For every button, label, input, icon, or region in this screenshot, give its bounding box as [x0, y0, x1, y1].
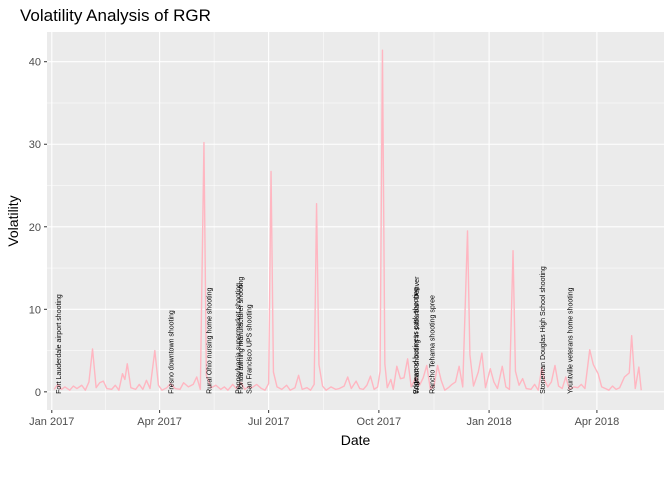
- x-tick-label: Oct 2017: [357, 416, 402, 428]
- x-tick-label: Jan 2018: [466, 416, 511, 428]
- y-tick-label: 30: [29, 139, 41, 151]
- y-axis-title: Volatility: [5, 195, 21, 246]
- x-tick-label: Jul 2017: [248, 416, 290, 428]
- event-annotation: Rural Ohio nursing home shooting: [207, 288, 214, 394]
- event-annotation: San Francisco UPS shooting: [246, 304, 253, 394]
- series-layer: [53, 49, 642, 391]
- grid-major: [47, 32, 664, 410]
- event-annotation: Stoneman Douglas High School shooting: [540, 266, 547, 394]
- event-annotation: Fort Lauderdale airport shooting: [56, 294, 63, 394]
- x-tick-label: Jan 2017: [29, 416, 74, 428]
- x-axis: Jan 2017 Apr 2017 Jul 2017 Oct 2017 Jan 2018…: [29, 410, 619, 428]
- event-annotation: Yountville veterans home shooting: [567, 287, 574, 393]
- annotation-layer: Fort Lauderdale airport shooting Fresno d…: [56, 266, 575, 394]
- event-annotation: Fresno downtown shooting: [168, 310, 175, 394]
- event-annotation: Florida awning manufacturer shooting: [238, 277, 245, 394]
- event-annotation: Walmart shooting in suburban Denver: [414, 276, 421, 394]
- event-annotation: Pennsylvania supermarket shooting: [235, 283, 242, 394]
- y-tick-label: 20: [29, 222, 41, 234]
- y-tick-label: 10: [29, 304, 41, 316]
- chart-title: Volatility Analysis of RGR: [20, 6, 211, 25]
- x-axis-title: Date: [341, 432, 371, 448]
- y-tick-label: 40: [29, 57, 41, 69]
- y-tick-label: 0: [35, 387, 41, 399]
- series-line: [53, 49, 642, 391]
- grid-minor: [47, 32, 664, 410]
- event-annotation: Edgewood business park shooting: [413, 287, 420, 394]
- y-axis: 0 10 20 30 40: [29, 57, 47, 399]
- event-annotation: Rancho Tehama shooting spree: [430, 295, 437, 394]
- plot-panel: [47, 32, 664, 410]
- x-tick-label: Apr 2017: [137, 416, 182, 428]
- x-tick-label: Apr 2018: [575, 416, 620, 428]
